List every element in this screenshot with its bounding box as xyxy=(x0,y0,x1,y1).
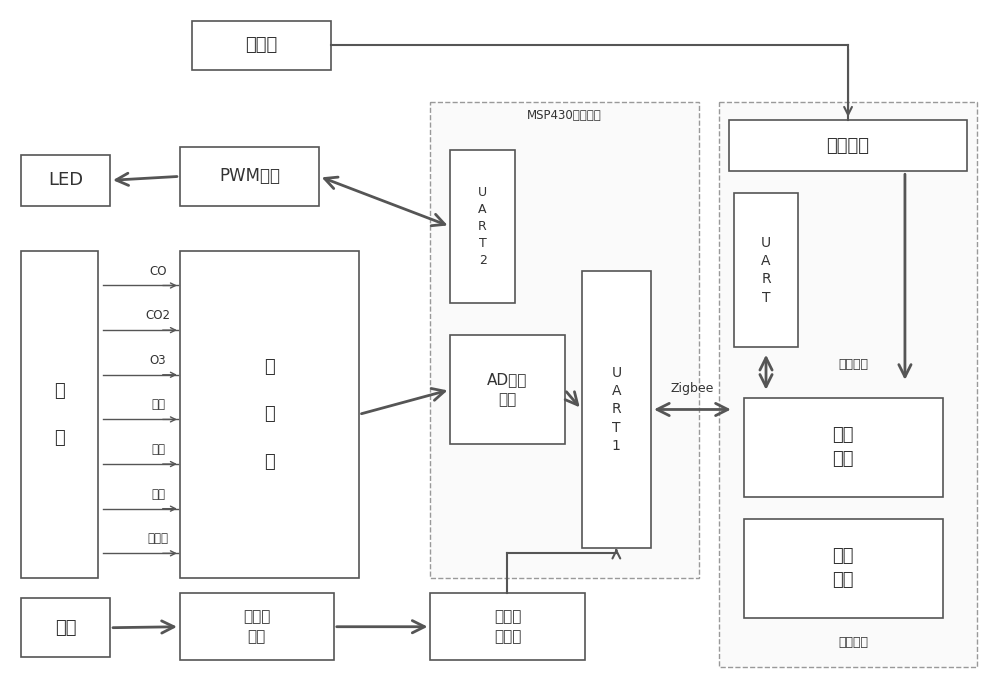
Text: 参数
显示: 参数 显示 xyxy=(832,547,854,589)
Text: 双路捕
获模块: 双路捕 获模块 xyxy=(494,609,521,644)
Bar xyxy=(729,120,967,171)
Bar xyxy=(582,271,651,549)
Text: CO2: CO2 xyxy=(145,309,170,322)
Bar xyxy=(430,593,585,661)
Text: 操作界面: 操作界面 xyxy=(838,359,868,371)
Text: U
A
R
T
1: U A R T 1 xyxy=(611,366,621,453)
Bar xyxy=(734,193,798,347)
Bar xyxy=(430,102,699,578)
Text: Zigbee: Zigbee xyxy=(671,381,714,395)
Text: MSP430微处理器: MSP430微处理器 xyxy=(527,109,602,122)
Text: U
A
R
T
2: U A R T 2 xyxy=(478,186,487,267)
Text: 湿度: 湿度 xyxy=(151,488,165,501)
Bar xyxy=(21,251,98,578)
Text: 光电传
感器: 光电传 感器 xyxy=(243,609,271,644)
Text: CO: CO xyxy=(149,265,167,278)
Text: 摄像头: 摄像头 xyxy=(245,37,277,55)
Text: 环

境: 环 境 xyxy=(54,382,65,447)
Text: 温度: 温度 xyxy=(151,443,165,456)
Text: 操控中心: 操控中心 xyxy=(838,636,868,649)
Text: AD转换
接口: AD转换 接口 xyxy=(487,372,528,407)
Bar xyxy=(180,146,319,206)
Bar xyxy=(744,519,943,618)
Bar xyxy=(21,155,110,206)
Bar xyxy=(719,102,977,668)
Text: 紫外线: 紫外线 xyxy=(147,532,168,545)
Bar xyxy=(192,21,331,70)
Bar xyxy=(450,335,565,444)
Text: LED: LED xyxy=(48,171,83,189)
Text: 传

感

器: 传 感 器 xyxy=(264,358,275,471)
Text: PWM模块: PWM模块 xyxy=(219,167,280,185)
Bar xyxy=(450,149,515,303)
Text: 图像接口: 图像接口 xyxy=(827,137,870,155)
Bar xyxy=(744,397,943,497)
Text: U
A
R
T: U A R T xyxy=(761,236,771,305)
Bar xyxy=(180,593,334,661)
Bar xyxy=(180,251,359,578)
Bar xyxy=(21,598,110,657)
Text: 灰尘: 灰尘 xyxy=(151,399,165,411)
Text: O3: O3 xyxy=(150,354,166,367)
Text: 车辆: 车辆 xyxy=(55,618,76,636)
Text: 操作
命令: 操作 命令 xyxy=(832,426,854,468)
